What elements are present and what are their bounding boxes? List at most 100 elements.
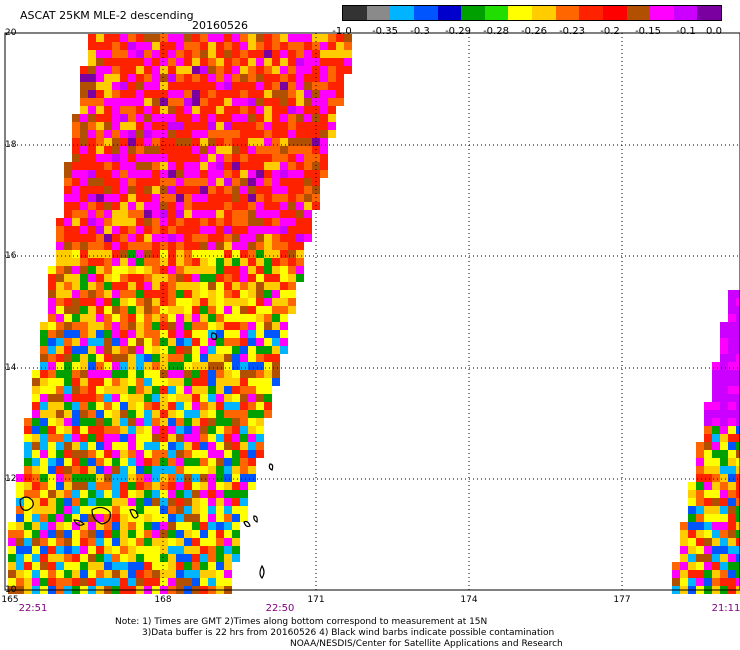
data-cell	[160, 306, 168, 314]
data-cell	[192, 98, 200, 106]
data-cell	[136, 314, 144, 322]
data-cell	[728, 482, 736, 490]
data-cell	[80, 562, 88, 570]
data-cell	[240, 434, 248, 442]
data-cell	[80, 402, 88, 410]
data-cell	[128, 34, 136, 42]
data-cell	[272, 42, 280, 50]
data-cell	[200, 226, 208, 234]
data-cell	[56, 402, 64, 410]
data-cell	[160, 578, 168, 586]
data-cell	[136, 362, 144, 370]
data-cell	[720, 338, 728, 346]
data-cell	[224, 202, 232, 210]
data-cell	[96, 538, 104, 546]
data-cell	[224, 314, 232, 322]
data-cell	[152, 290, 160, 298]
data-cell	[704, 530, 712, 538]
data-cell	[56, 410, 64, 418]
data-cell	[56, 354, 64, 362]
data-cell	[728, 546, 736, 554]
data-cell	[168, 514, 176, 522]
data-cell	[64, 314, 72, 322]
data-cell	[104, 34, 112, 42]
data-cell	[224, 514, 232, 522]
data-cell	[232, 162, 240, 170]
data-cell	[120, 114, 128, 122]
data-cell	[288, 34, 296, 42]
data-cell	[328, 114, 336, 122]
data-cell	[208, 346, 216, 354]
data-cell	[144, 314, 152, 322]
data-cell	[80, 546, 88, 554]
data-cell	[152, 234, 160, 242]
data-cell	[728, 474, 736, 482]
data-cell	[120, 498, 128, 506]
data-cell	[16, 578, 24, 586]
data-cell	[96, 522, 104, 530]
data-cell	[240, 354, 248, 362]
data-cell	[264, 330, 272, 338]
data-cell	[208, 34, 216, 42]
data-cell	[56, 570, 64, 578]
data-cell	[216, 546, 224, 554]
data-cell	[128, 346, 136, 354]
data-cell	[152, 338, 160, 346]
data-cell	[144, 250, 152, 258]
data-cell	[192, 258, 200, 266]
data-cell	[168, 474, 176, 482]
data-cell	[120, 394, 128, 402]
data-cell	[96, 458, 104, 466]
data-cell	[736, 546, 740, 554]
data-cell	[80, 530, 88, 538]
data-cell	[248, 162, 256, 170]
data-cell	[224, 114, 232, 122]
data-cell	[80, 82, 88, 90]
data-cell	[32, 498, 40, 506]
data-cell	[208, 482, 216, 490]
data-cell	[288, 210, 296, 218]
data-cell	[48, 562, 56, 570]
data-cell	[248, 258, 256, 266]
data-cell	[176, 562, 184, 570]
data-cell	[304, 194, 312, 202]
data-cell	[728, 434, 736, 442]
data-cell	[216, 146, 224, 154]
data-cell	[136, 538, 144, 546]
data-cell	[304, 50, 312, 58]
data-cell	[32, 426, 40, 434]
data-cell	[112, 322, 120, 330]
data-cell	[184, 530, 192, 538]
longitude-tick-label: 177	[613, 595, 631, 605]
data-cell	[736, 570, 740, 578]
data-cell	[56, 554, 64, 562]
data-cell	[200, 122, 208, 130]
data-cell	[264, 130, 272, 138]
data-cell	[184, 98, 192, 106]
data-cell	[136, 218, 144, 226]
data-cell	[72, 394, 80, 402]
data-cell	[160, 346, 168, 354]
data-cell	[272, 354, 280, 362]
data-cell	[160, 338, 168, 346]
data-cell	[232, 554, 240, 562]
data-cell	[280, 42, 288, 50]
data-cell	[248, 186, 256, 194]
data-cell	[112, 298, 120, 306]
data-cell	[160, 402, 168, 410]
data-cell	[232, 522, 240, 530]
data-cell	[248, 418, 256, 426]
data-cell	[192, 194, 200, 202]
data-cell	[200, 138, 208, 146]
data-cell	[144, 122, 152, 130]
colorbar-tick-label: -0.15	[635, 26, 661, 37]
data-cell	[80, 234, 88, 242]
data-cell	[56, 378, 64, 386]
data-cell	[120, 370, 128, 378]
data-cell	[272, 338, 280, 346]
data-cell	[200, 90, 208, 98]
data-cell	[248, 130, 256, 138]
data-cell	[256, 162, 264, 170]
data-cell	[8, 578, 16, 586]
data-cell	[192, 202, 200, 210]
